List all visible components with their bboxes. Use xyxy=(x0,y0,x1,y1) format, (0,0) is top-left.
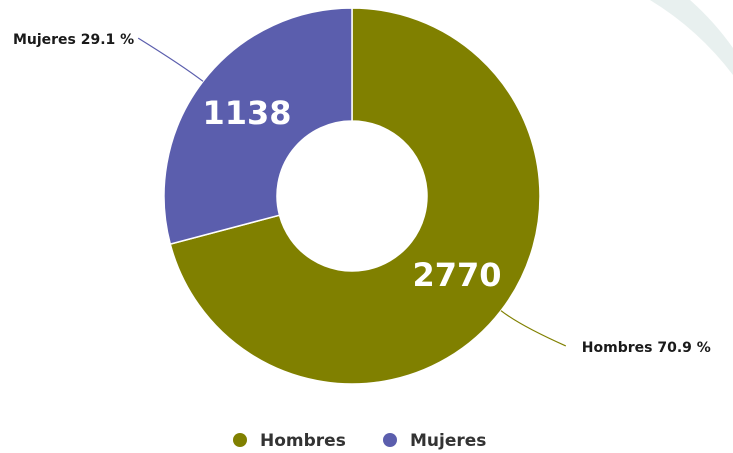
outer-label: Hombres 70.9 % xyxy=(582,340,711,356)
slice xyxy=(169,7,541,385)
leader-line xyxy=(137,37,204,82)
legend-label: Hombres xyxy=(260,431,346,451)
leader-line xyxy=(500,310,567,347)
legend-label: Mujeres xyxy=(410,431,486,451)
slice xyxy=(163,7,353,246)
decoration xyxy=(650,0,733,75)
outer-label: Mujeres 29.1 % xyxy=(13,32,134,48)
legend-marker xyxy=(233,433,247,447)
slice-label: 2770 xyxy=(412,256,501,294)
slice-label: 1138 xyxy=(202,94,291,132)
legend-marker xyxy=(383,433,397,447)
